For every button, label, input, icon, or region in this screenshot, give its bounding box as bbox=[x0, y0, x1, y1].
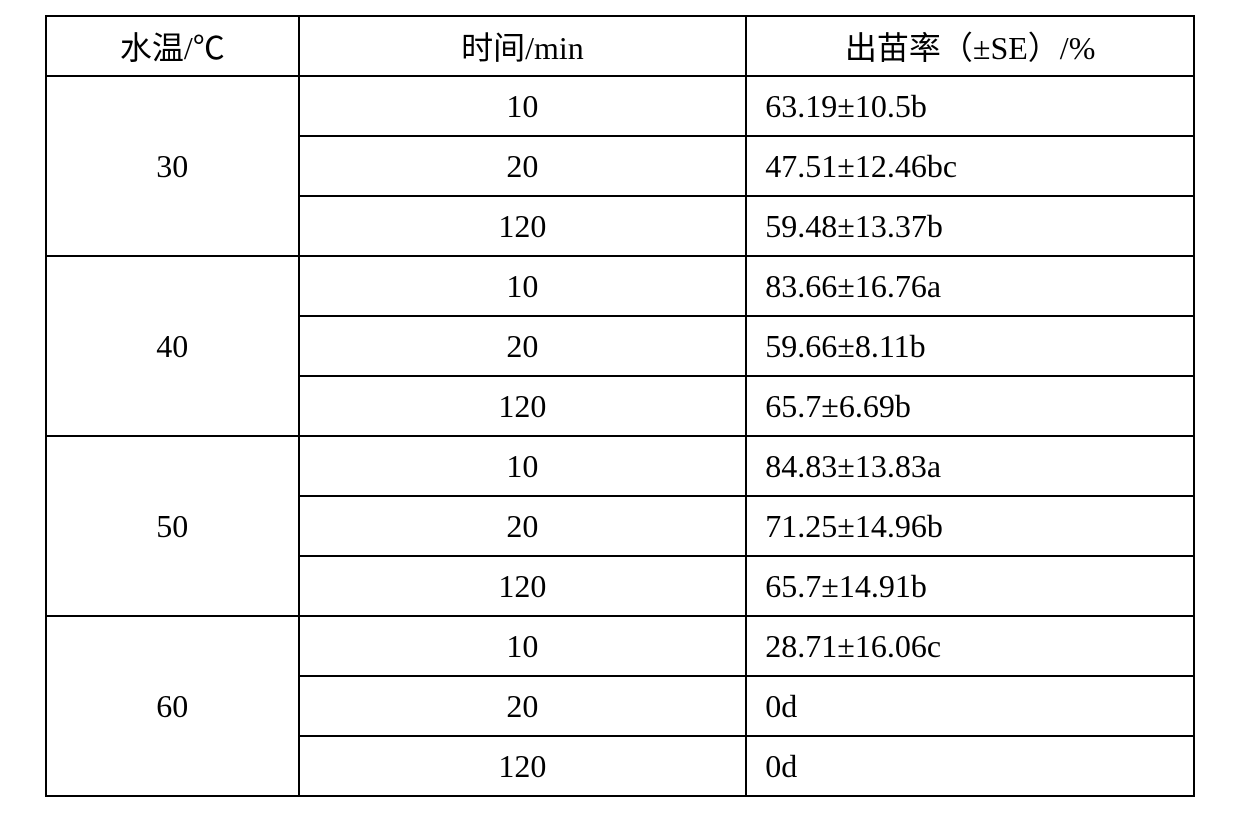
cell-rate: 59.66±8.11b bbox=[746, 316, 1194, 376]
cell-time: 120 bbox=[299, 556, 747, 616]
cell-rate: 0d bbox=[746, 676, 1194, 736]
cell-rate: 84.83±13.83a bbox=[746, 436, 1194, 496]
cell-time: 10 bbox=[299, 76, 747, 136]
cell-temperature: 30 bbox=[46, 76, 299, 256]
cell-time: 10 bbox=[299, 256, 747, 316]
cell-time: 10 bbox=[299, 616, 747, 676]
cell-time: 120 bbox=[299, 196, 747, 256]
cell-rate: 63.19±10.5b bbox=[746, 76, 1194, 136]
cell-time: 20 bbox=[299, 676, 747, 736]
cell-rate: 71.25±14.96b bbox=[746, 496, 1194, 556]
table-header-row: 水温/℃ 时间/min 出苗率（±SE）/% bbox=[46, 16, 1194, 76]
table-row: 60 10 28.71±16.06c bbox=[46, 616, 1194, 676]
cell-temperature: 50 bbox=[46, 436, 299, 616]
cell-time: 10 bbox=[299, 436, 747, 496]
cell-rate: 47.51±12.46bc bbox=[746, 136, 1194, 196]
cell-rate: 0d bbox=[746, 736, 1194, 796]
header-time: 时间/min bbox=[299, 16, 747, 76]
table-row: 30 10 63.19±10.5b bbox=[46, 76, 1194, 136]
cell-temperature: 40 bbox=[46, 256, 299, 436]
cell-temperature: 60 bbox=[46, 616, 299, 796]
cell-rate: 83.66±16.76a bbox=[746, 256, 1194, 316]
cell-time: 20 bbox=[299, 496, 747, 556]
cell-rate: 59.48±13.37b bbox=[746, 196, 1194, 256]
cell-time: 20 bbox=[299, 136, 747, 196]
cell-time: 120 bbox=[299, 736, 747, 796]
cell-time: 120 bbox=[299, 376, 747, 436]
cell-rate: 65.7±14.91b bbox=[746, 556, 1194, 616]
header-emergence-rate: 出苗率（±SE）/% bbox=[746, 16, 1194, 76]
header-temperature: 水温/℃ bbox=[46, 16, 299, 76]
table-row: 50 10 84.83±13.83a bbox=[46, 436, 1194, 496]
table-row: 40 10 83.66±16.76a bbox=[46, 256, 1194, 316]
cell-time: 20 bbox=[299, 316, 747, 376]
data-table: 水温/℃ 时间/min 出苗率（±SE）/% 30 10 63.19±10.5b… bbox=[45, 15, 1195, 797]
cell-rate: 28.71±16.06c bbox=[746, 616, 1194, 676]
cell-rate: 65.7±6.69b bbox=[746, 376, 1194, 436]
